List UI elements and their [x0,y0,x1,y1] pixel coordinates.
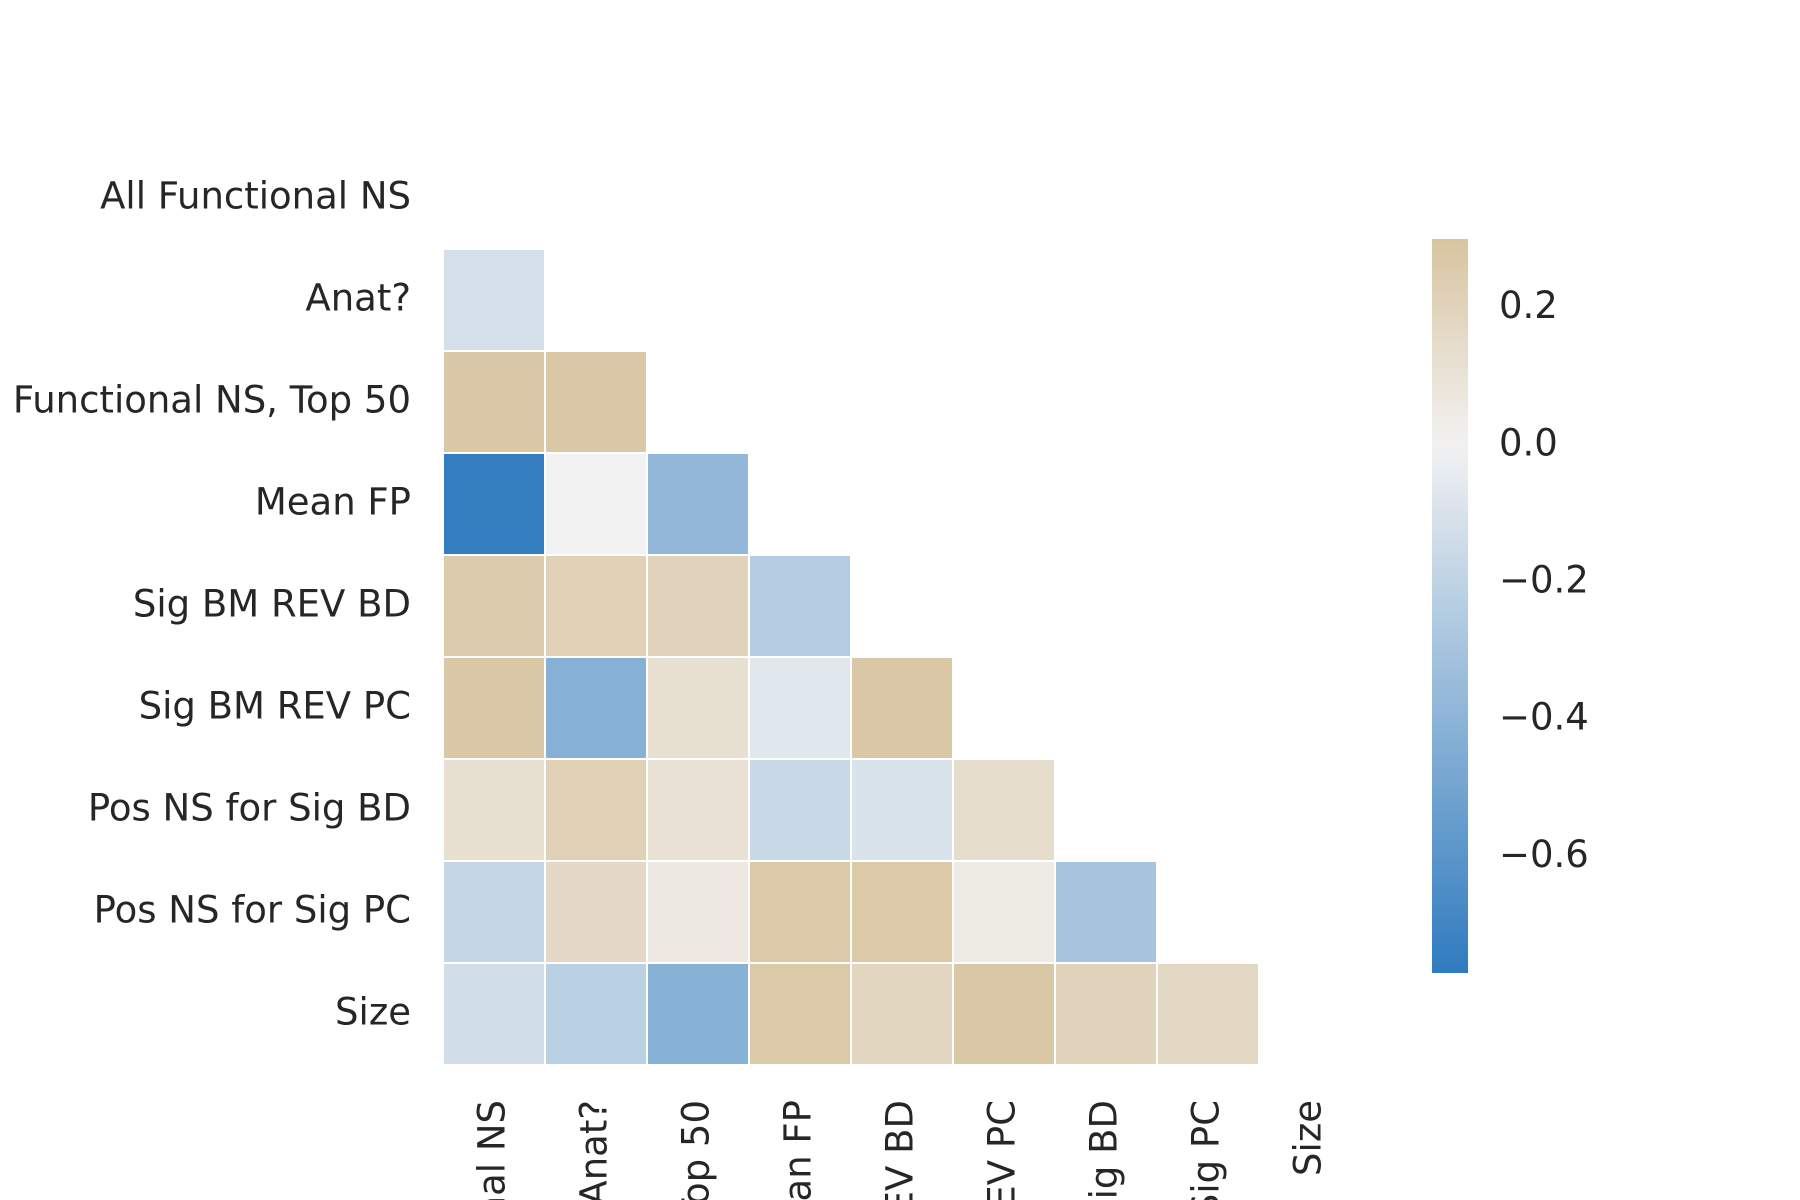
x-tick-label: Anat? [573,1100,616,1200]
heatmap-cell [442,962,546,1066]
heatmap-cell [646,656,750,760]
heatmap-cell [952,758,1056,862]
heatmap-cell [442,656,546,760]
x-tick-label: Sig BM REV PC [981,1100,1024,1200]
heatmap-cell [544,452,648,556]
heatmap-cell [442,758,546,862]
heatmap-cell [646,452,750,556]
heatmap-cell [442,452,546,556]
heatmap-cell [850,860,954,964]
y-tick-label: Pos NS for Sig BD [88,787,411,830]
y-tick-label: Mean FP [255,481,411,524]
heatmap-cell [1156,962,1260,1066]
x-tick-label: Pos NS for Sig PC [1185,1100,1228,1200]
colorbar-tick-label: −0.2 [1499,558,1589,601]
heatmap-cell [442,350,546,454]
colorbar-tick-label: 0.2 [1499,284,1558,327]
heatmap-cell [544,554,648,658]
heatmap-cell [850,758,954,862]
y-tick-label: All Functional NS [100,175,411,218]
heatmap-cell [442,248,546,352]
heatmap-cell [544,758,648,862]
colorbar-tick-label: −0.4 [1499,696,1589,739]
x-tick-label: Sig BM REV BD [879,1100,922,1200]
x-tick-label: All Functional NS, Top 50 [675,1100,718,1200]
heatmap-cell [952,962,1056,1066]
heatmap-cell [748,554,852,658]
heatmap-cell [646,554,750,658]
colorbar-tick-label: 0.0 [1499,421,1558,464]
heatmap-cell [442,554,546,658]
heatmap-cell [1054,962,1158,1066]
y-tick-label: All Functional NS, Top 50 [0,379,411,422]
heatmap-cell [544,962,648,1066]
x-tick-label: Size [1287,1100,1330,1176]
heatmap-cell [646,860,750,964]
heatmap-cell [646,962,750,1066]
heatmap-cell [442,860,546,964]
heatmap-cell [646,758,750,862]
heatmap-cell [544,656,648,760]
y-tick-label: Anat? [305,277,411,320]
heatmap-cell [1054,860,1158,964]
colorbar-tick-label: −0.6 [1499,833,1589,876]
heatmap-cell [748,656,852,760]
heatmap-cell [850,962,954,1066]
x-tick-label: Mean FP [777,1100,820,1200]
heatmap-cell [748,758,852,862]
x-tick-label: All Functional NS [471,1100,514,1200]
heatmap-cell [544,350,648,454]
heatmap-cell [850,656,954,760]
heatmap-cell [544,860,648,964]
heatmap-cell [952,860,1056,964]
y-tick-label: Sig BM REV PC [139,685,411,728]
x-tick-label: Pos NS for Sig BD [1083,1100,1126,1200]
heatmap-cell [748,860,852,964]
colorbar [1432,239,1468,973]
y-tick-label: Pos NS for Sig PC [94,889,411,932]
heatmap-cell [748,962,852,1066]
y-tick-label: Size [335,991,411,1034]
y-tick-label: Sig BM REV BD [133,583,411,626]
